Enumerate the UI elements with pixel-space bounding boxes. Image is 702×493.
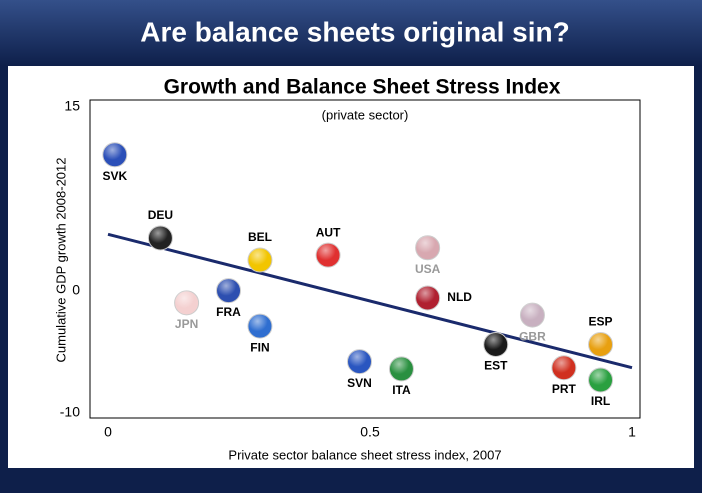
point-label: SVK (102, 169, 127, 183)
y-tick-label: -10 (60, 404, 80, 420)
y-tick-label: 15 (64, 98, 80, 114)
flag-gloss (248, 248, 272, 272)
flag-gloss (316, 243, 340, 267)
chart-title: Growth and Balance Sheet Stress Index (164, 76, 561, 99)
point-label: SVN (347, 376, 372, 390)
point-label: ESP (589, 315, 613, 329)
flag-gloss (389, 357, 413, 381)
flag-gloss (175, 291, 199, 315)
flag-gloss (589, 332, 613, 356)
point-label: ITA (392, 383, 411, 397)
point-label: USA (415, 262, 441, 276)
point-label: AUT (316, 225, 341, 239)
point-label: IRL (591, 394, 610, 408)
point-label: DEU (148, 208, 173, 222)
flag-gloss (552, 356, 576, 380)
flag-gloss (520, 303, 544, 327)
point-label: BEL (248, 230, 272, 244)
flag-gloss (217, 279, 241, 303)
flag-gloss (248, 314, 272, 338)
slide-title: Are balance sheets original sin? (140, 16, 569, 47)
slide: Are balance sheets original sin? Growth … (0, 0, 702, 493)
flag-gloss (416, 236, 440, 260)
point-label: GBR (519, 329, 546, 343)
point-label: PRT (552, 382, 577, 396)
y-axis-label: Cumulative GDP growth 2008-2012 (53, 158, 68, 363)
point-label: EST (484, 359, 508, 373)
flag-gloss (148, 226, 172, 250)
flag-gloss (103, 143, 127, 167)
y-tick-label: 0 (72, 281, 80, 297)
x-tick-label: 0 (104, 424, 112, 440)
x-axis-label: Private sector balance sheet stress inde… (228, 447, 501, 462)
flag-gloss (348, 350, 372, 374)
x-tick-label: 0.5 (360, 424, 380, 440)
x-tick-label: 1 (628, 424, 636, 440)
flag-gloss (416, 286, 440, 310)
point-label: FRA (216, 305, 241, 319)
chart-subtitle: (private sector) (322, 107, 409, 122)
point-label: FIN (250, 340, 269, 354)
flag-gloss (589, 368, 613, 392)
flag-gloss (484, 332, 508, 356)
point-label: JPN (175, 317, 198, 331)
point-label: NLD (447, 290, 472, 304)
